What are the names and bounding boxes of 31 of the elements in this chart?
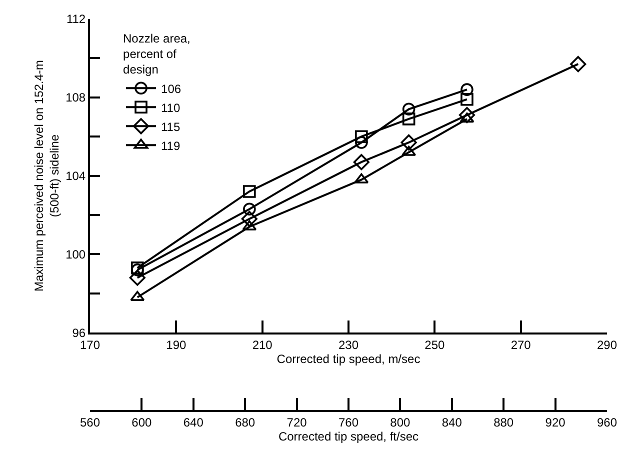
legend-label: 119 xyxy=(161,138,180,153)
legend-label: 106 xyxy=(161,82,182,96)
x-tick-label: 290 xyxy=(596,338,618,352)
x2-tick-label: 920 xyxy=(545,415,566,430)
x-axis-title: Corrected tip speed, m/sec xyxy=(276,352,420,366)
legend-title: Nozzle area, percent of design xyxy=(123,31,190,77)
y-tick-label: 100 xyxy=(66,247,86,262)
x-tick-label: 250 xyxy=(424,338,445,352)
x-tick-label: 230 xyxy=(338,338,359,352)
x-tick-label: 210 xyxy=(252,338,273,352)
x2-tick-label: 600 xyxy=(132,415,152,430)
x2-tick-label: 560 xyxy=(80,415,100,430)
y-tick-label: 96 xyxy=(72,326,86,340)
y-tick-label: 112 xyxy=(66,12,86,26)
x2-tick-label: 760 xyxy=(338,415,359,430)
x2-tick-label: 880 xyxy=(494,415,514,430)
x2-axis-title: Corrected tip speed, ft/sec xyxy=(278,429,419,444)
x2-tick-label: 800 xyxy=(390,415,411,430)
x-tick-label: 170 xyxy=(80,338,100,352)
y-tick-label: 104 xyxy=(66,169,86,183)
y-tick-label: 108 xyxy=(66,90,86,105)
x2-tick-label: 720 xyxy=(286,415,308,430)
x2-tick-label: 960 xyxy=(596,415,618,430)
legend-label: 115 xyxy=(161,120,180,134)
x2-tick-label: 680 xyxy=(235,415,256,430)
x2-tick-label: 840 xyxy=(442,415,462,430)
x2-tick-label: 640 xyxy=(183,415,204,430)
y-axis-title: Maximum perceived noise level on 152.4-m (500-ft) sideline xyxy=(32,60,62,292)
x-tick-label: 270 xyxy=(510,338,532,352)
legend-label: 110 xyxy=(161,100,180,115)
x-tick-label: 190 xyxy=(166,338,186,352)
